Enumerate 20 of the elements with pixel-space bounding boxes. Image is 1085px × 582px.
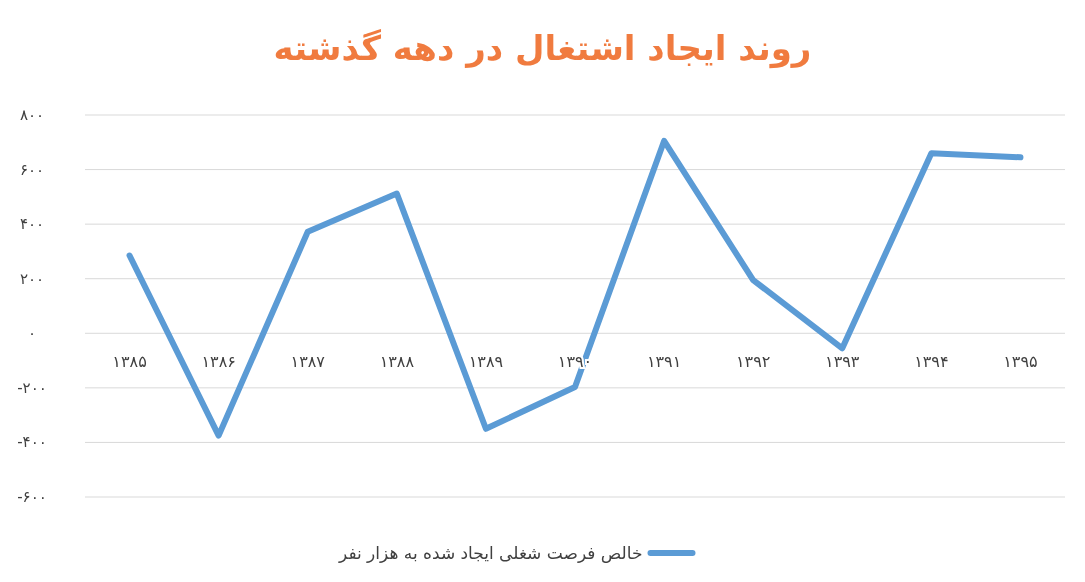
chart-title: روند ایجاد اشتغال در دهه گذشته	[273, 28, 812, 69]
x-tick-label: ۱۳۹۲	[735, 352, 771, 372]
y-tick-label: -۴۰۰	[17, 433, 47, 452]
x-tick-label: ۱۳۹۱	[646, 352, 682, 372]
y-tick-label: ۰	[27, 324, 37, 343]
x-tick-label: ۱۳۹۵	[1003, 352, 1038, 372]
x-tick-label: ۱۳۹۳	[825, 352, 860, 372]
x-tick-label: ۱۳۸۶	[201, 352, 236, 372]
y-tick-label: ۸۰۰	[19, 106, 45, 124]
x-tick-label: ۱۳۸۷	[290, 352, 326, 372]
y-tick-label: -۲۰۰	[17, 378, 47, 397]
x-tick-label: ۱۳۸۵	[112, 352, 147, 372]
y-tick-label: ۴۰۰	[19, 215, 45, 234]
y-tick-label: -۶۰۰	[17, 488, 47, 506]
legend-label: خالص فرصت شغلی ایجاد شده به هزار نفر	[338, 543, 643, 563]
y-tick-label: ۲۰۰	[19, 269, 45, 288]
x-tick-label: ۱۳۸۹	[468, 352, 504, 372]
x-tick-label: ۱۳۹۴	[914, 352, 949, 372]
y-tick-label: ۶۰۰	[19, 160, 45, 179]
x-tick-label: ۱۳۸۸	[379, 352, 415, 372]
